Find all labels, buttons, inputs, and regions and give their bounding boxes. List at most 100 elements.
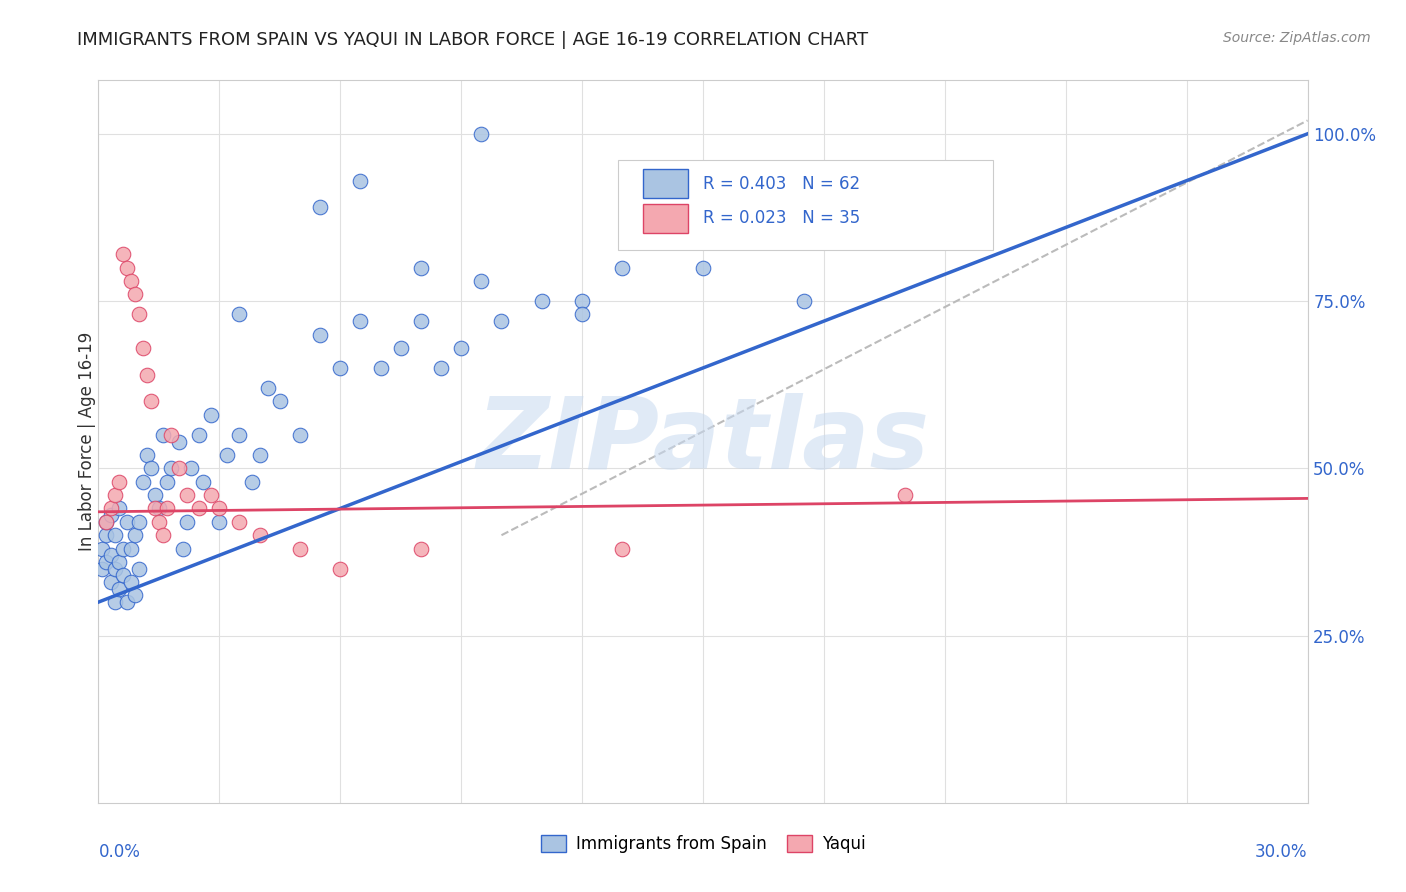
Point (143, 488, 166, 502)
Point (156, 475, 179, 489)
Point (240, 475, 263, 489)
Text: IMMIGRANTS FROM SPAIN VS YAQUI IN LABOR FORCE | AGE 16-19 CORRELATION CHART: IMMIGRANTS FROM SPAIN VS YAQUI IN LABOR … (77, 31, 869, 49)
Point (612, 541, 634, 556)
Point (107, 555, 129, 569)
Point (180, 461, 202, 475)
Point (793, 294, 815, 309)
Point (96, 515, 118, 529)
Point (100, 508, 122, 523)
Point (103, 562, 125, 576)
Point (103, 488, 125, 502)
FancyBboxPatch shape (643, 169, 689, 198)
Point (188, 427, 211, 442)
Point (152, 427, 174, 442)
Point (571, 294, 593, 309)
Point (349, 173, 371, 188)
Point (128, 562, 150, 576)
Text: 30.0%: 30.0% (1256, 843, 1308, 861)
Point (143, 501, 166, 516)
Legend: Immigrants from Spain, Yaqui: Immigrants from Spain, Yaqui (534, 828, 872, 860)
Point (409, 541, 432, 556)
Point (249, 448, 271, 462)
Point (96, 528, 118, 542)
Point (107, 475, 129, 489)
Point (107, 501, 129, 516)
Point (256, 381, 278, 395)
Point (389, 341, 412, 355)
Point (124, 287, 146, 301)
Point (772, 227, 794, 242)
Point (172, 541, 194, 556)
Point (148, 515, 170, 529)
Point (430, 361, 453, 376)
Point (139, 394, 162, 409)
Point (91, 562, 114, 576)
Point (200, 408, 222, 422)
Y-axis label: In Labor Force | Age 16-19: In Labor Force | Age 16-19 (79, 332, 96, 551)
Point (228, 307, 250, 322)
Point (115, 595, 138, 609)
Point (128, 307, 150, 322)
Point (111, 541, 134, 556)
Point (156, 501, 179, 516)
Point (530, 294, 553, 309)
Point (208, 501, 231, 516)
FancyBboxPatch shape (643, 204, 689, 233)
Point (96, 515, 118, 529)
Point (115, 260, 138, 275)
Point (329, 361, 352, 376)
Point (249, 528, 271, 542)
Point (571, 307, 593, 322)
Point (193, 475, 215, 489)
Point (893, 488, 915, 502)
Point (100, 548, 122, 563)
FancyBboxPatch shape (619, 160, 993, 250)
Point (167, 434, 190, 449)
Point (228, 427, 250, 442)
Point (167, 461, 190, 475)
Point (309, 201, 332, 215)
Point (124, 528, 146, 542)
Point (135, 368, 157, 382)
Point (103, 595, 125, 609)
Point (309, 327, 332, 342)
Point (91, 541, 114, 556)
Point (409, 314, 432, 328)
Point (228, 515, 250, 529)
Point (100, 501, 122, 516)
Point (139, 461, 162, 475)
Point (176, 488, 198, 502)
Text: R = 0.023   N = 35: R = 0.023 N = 35 (703, 210, 860, 227)
Point (135, 448, 157, 462)
Point (120, 274, 142, 288)
Text: R = 0.403   N = 62: R = 0.403 N = 62 (703, 175, 860, 193)
Point (370, 361, 392, 376)
Point (288, 427, 311, 442)
Point (100, 575, 122, 590)
Point (329, 562, 352, 576)
Point (349, 314, 371, 328)
Point (450, 341, 472, 355)
Point (111, 568, 134, 582)
Point (124, 589, 146, 603)
Point (470, 127, 492, 141)
Point (692, 260, 714, 275)
Point (612, 260, 634, 275)
Point (200, 488, 222, 502)
Point (107, 582, 129, 596)
Point (470, 274, 492, 288)
Point (491, 314, 513, 328)
Point (152, 528, 174, 542)
Point (409, 260, 432, 275)
Point (120, 541, 142, 556)
Point (103, 528, 125, 542)
Text: ZIPatlas: ZIPatlas (477, 393, 929, 490)
Point (160, 461, 183, 475)
Point (188, 501, 211, 516)
Point (115, 515, 138, 529)
Point (111, 247, 134, 261)
Point (208, 515, 231, 529)
Point (132, 341, 155, 355)
Point (269, 394, 291, 409)
Point (96, 555, 118, 569)
